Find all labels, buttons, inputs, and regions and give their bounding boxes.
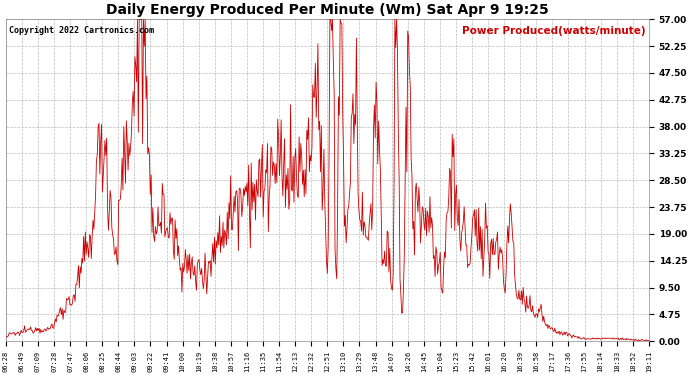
Title: Daily Energy Produced Per Minute (Wm) Sat Apr 9 19:25: Daily Energy Produced Per Minute (Wm) Sa… xyxy=(106,3,549,17)
Text: Power Produced(watts/minute): Power Produced(watts/minute) xyxy=(462,26,646,36)
Text: Copyright 2022 Cartronics.com: Copyright 2022 Cartronics.com xyxy=(9,26,154,35)
